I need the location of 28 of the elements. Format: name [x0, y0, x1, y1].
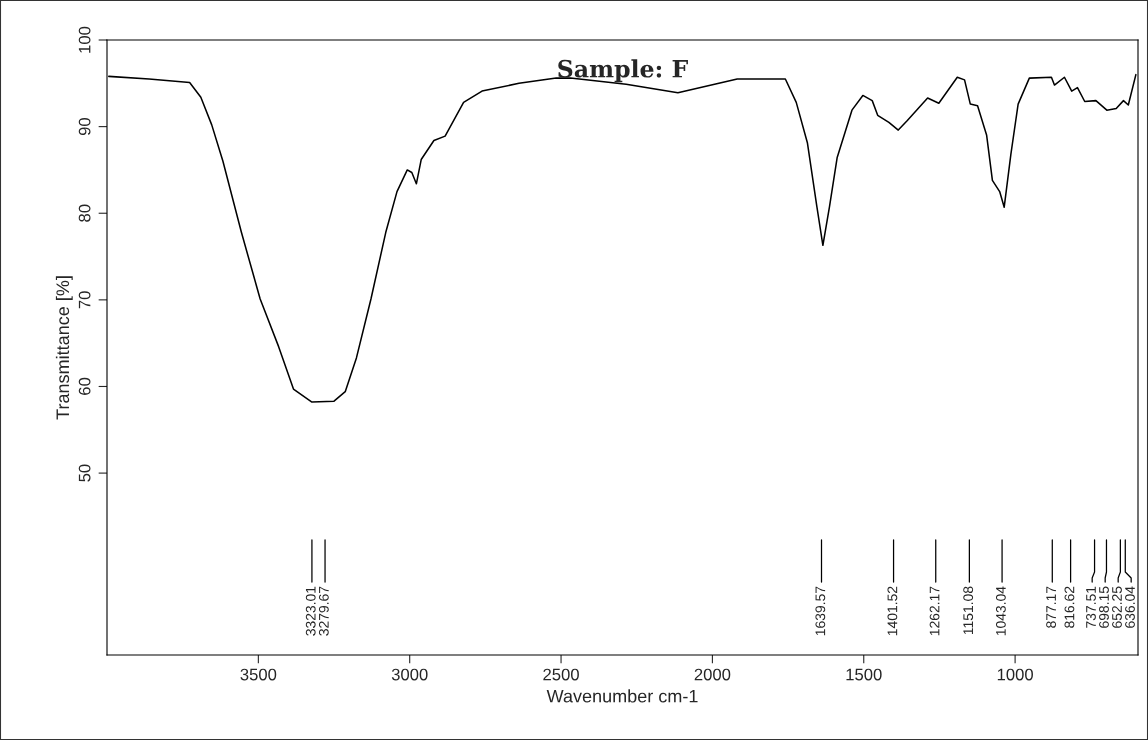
text: Sample: F: [558, 59, 688, 83]
y-tick-label: 60: [78, 377, 91, 395]
y-tick-label: 100: [78, 26, 91, 53]
x-tick-label: 2500: [543, 668, 579, 681]
x-axis-title: Wavenumber cm-1: [546, 689, 698, 703]
ref-line-label: 1151.08: [963, 586, 974, 635]
x-tick-label: 1000: [997, 668, 1033, 681]
ref-line-label: 3323.01: [305, 586, 316, 636]
ref-line-label: 1401.52: [887, 586, 898, 636]
x-tick-label: 2000: [694, 668, 731, 681]
ref-line-label: 816.62: [1064, 586, 1075, 628]
ref-line-label: 652.25: [1112, 586, 1122, 628]
y-tick-label: 70: [78, 291, 91, 309]
y-axis-title: Transmittance [%]: [55, 276, 73, 420]
ref-line-label: 1639.57: [815, 586, 826, 636]
y-tick-label: 90: [78, 118, 91, 136]
x-tick-label: 3000: [391, 668, 428, 681]
x-tick-label: 3500: [240, 668, 277, 681]
y-tick-label: 50: [78, 464, 91, 482]
ref-line-label: 698.15: [1099, 586, 1109, 628]
y-tick-label: 80: [78, 204, 91, 222]
ref-line-label: 877.17: [1046, 586, 1057, 628]
ref-line-label: 1043.04: [995, 586, 1006, 636]
x-tick-label: 1500: [846, 668, 882, 681]
ref-line-label: 636.04: [1125, 586, 1135, 628]
ref-line-label: 737.51: [1086, 586, 1096, 628]
ref-line-label: 3279.67: [318, 586, 329, 636]
ref-line-label: 1262.17: [929, 586, 940, 636]
